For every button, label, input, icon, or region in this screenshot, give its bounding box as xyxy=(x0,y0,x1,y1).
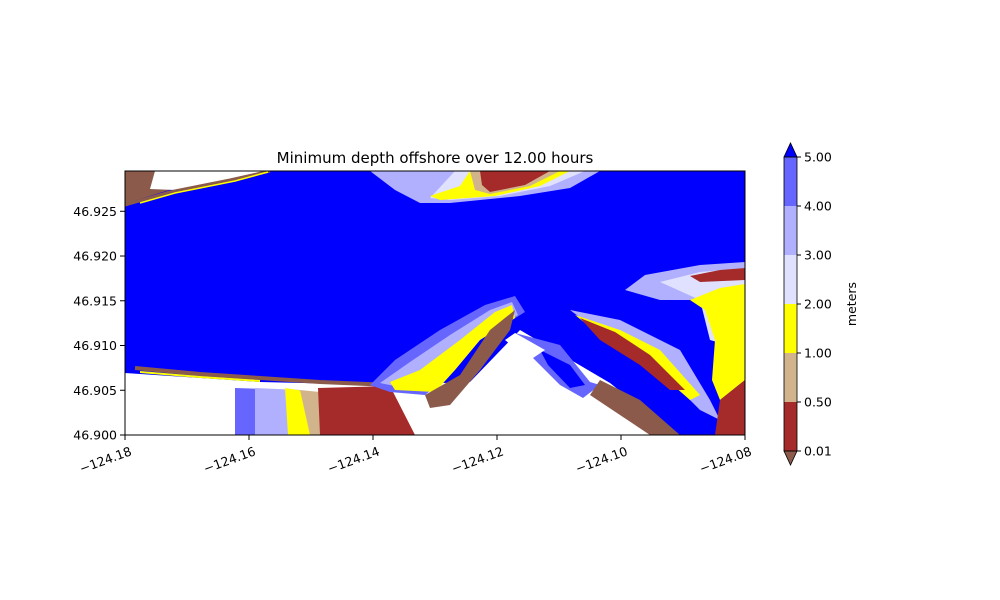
x-tick-label: −124.10 xyxy=(573,443,629,476)
shoal-east-brown xyxy=(690,268,745,282)
x-tick-label: −124.14 xyxy=(325,443,381,476)
sandspit-edge xyxy=(134,366,391,387)
y-axis: 46.900 46.905 46.910 46.915 46.920 46.925 xyxy=(73,204,125,443)
colorbar-tick-label: 0.50 xyxy=(804,395,832,410)
shoal-east-inner-brown xyxy=(580,318,685,390)
plot-frame xyxy=(124,170,746,436)
shallow-north-west xyxy=(139,171,269,204)
y-tick-label: 46.920 xyxy=(73,249,117,264)
colorbar-tick-label: 4.00 xyxy=(804,199,832,214)
y-tick-label: 46.915 xyxy=(73,293,117,308)
x-tick-label: −124.08 xyxy=(697,443,753,476)
y-tick-label: 46.905 xyxy=(73,383,117,398)
inner-bay-pale xyxy=(505,333,545,360)
colorbar-under-triangle xyxy=(783,450,798,466)
colorbar-bin xyxy=(784,206,797,255)
chart-title: Minimum depth offshore over 12.00 hours xyxy=(277,149,594,167)
y-tick-label: 46.910 xyxy=(73,338,117,353)
colorbar-label: meters xyxy=(844,282,859,326)
shore-north-west xyxy=(125,171,271,207)
sandspit-yellow xyxy=(139,371,261,382)
shoal-north-brown xyxy=(480,171,550,192)
y-tick-label: 46.925 xyxy=(73,204,117,219)
colorbar-tick-label: 3.00 xyxy=(804,248,832,263)
channel-shoal-yellow xyxy=(390,305,515,392)
colorbar-bin xyxy=(784,353,797,402)
colorbar-tick-label: 0.01 xyxy=(804,444,832,459)
colorbar-bin xyxy=(784,304,797,353)
colorbar-bin xyxy=(784,402,797,451)
colorbar-bin xyxy=(784,255,797,304)
land-south-east xyxy=(715,380,745,435)
channel-shoal-brown xyxy=(425,310,515,408)
y-tick-label: 46.900 xyxy=(73,428,117,443)
colorbar-bin xyxy=(784,157,797,206)
colorbar-over-triangle xyxy=(783,142,798,158)
colorbar-tick-label: 1.00 xyxy=(804,346,832,361)
shallow-west-brown xyxy=(318,386,415,435)
x-tick-label: −124.12 xyxy=(449,443,505,476)
colorbar-tick-label: 2.00 xyxy=(804,297,832,312)
channel-east-brown xyxy=(590,380,680,435)
shoal-east-yellow xyxy=(690,284,745,400)
channel-east-deep xyxy=(560,315,700,435)
colorbar: 0.01 0.50 1.00 2.00 3.00 4.00 5.00 xyxy=(783,142,832,466)
x-tick-label: −124.16 xyxy=(201,443,257,476)
colorbar-tick-label: 5.00 xyxy=(804,150,832,165)
land-north-west-top xyxy=(150,171,270,190)
inner-bay-deep xyxy=(540,350,585,388)
x-axis: −124.18 −124.16 −124.14 −124.12 −124.10 −124.… xyxy=(77,435,754,476)
plot-area xyxy=(125,171,745,435)
x-tick-label: −124.18 xyxy=(77,443,133,476)
